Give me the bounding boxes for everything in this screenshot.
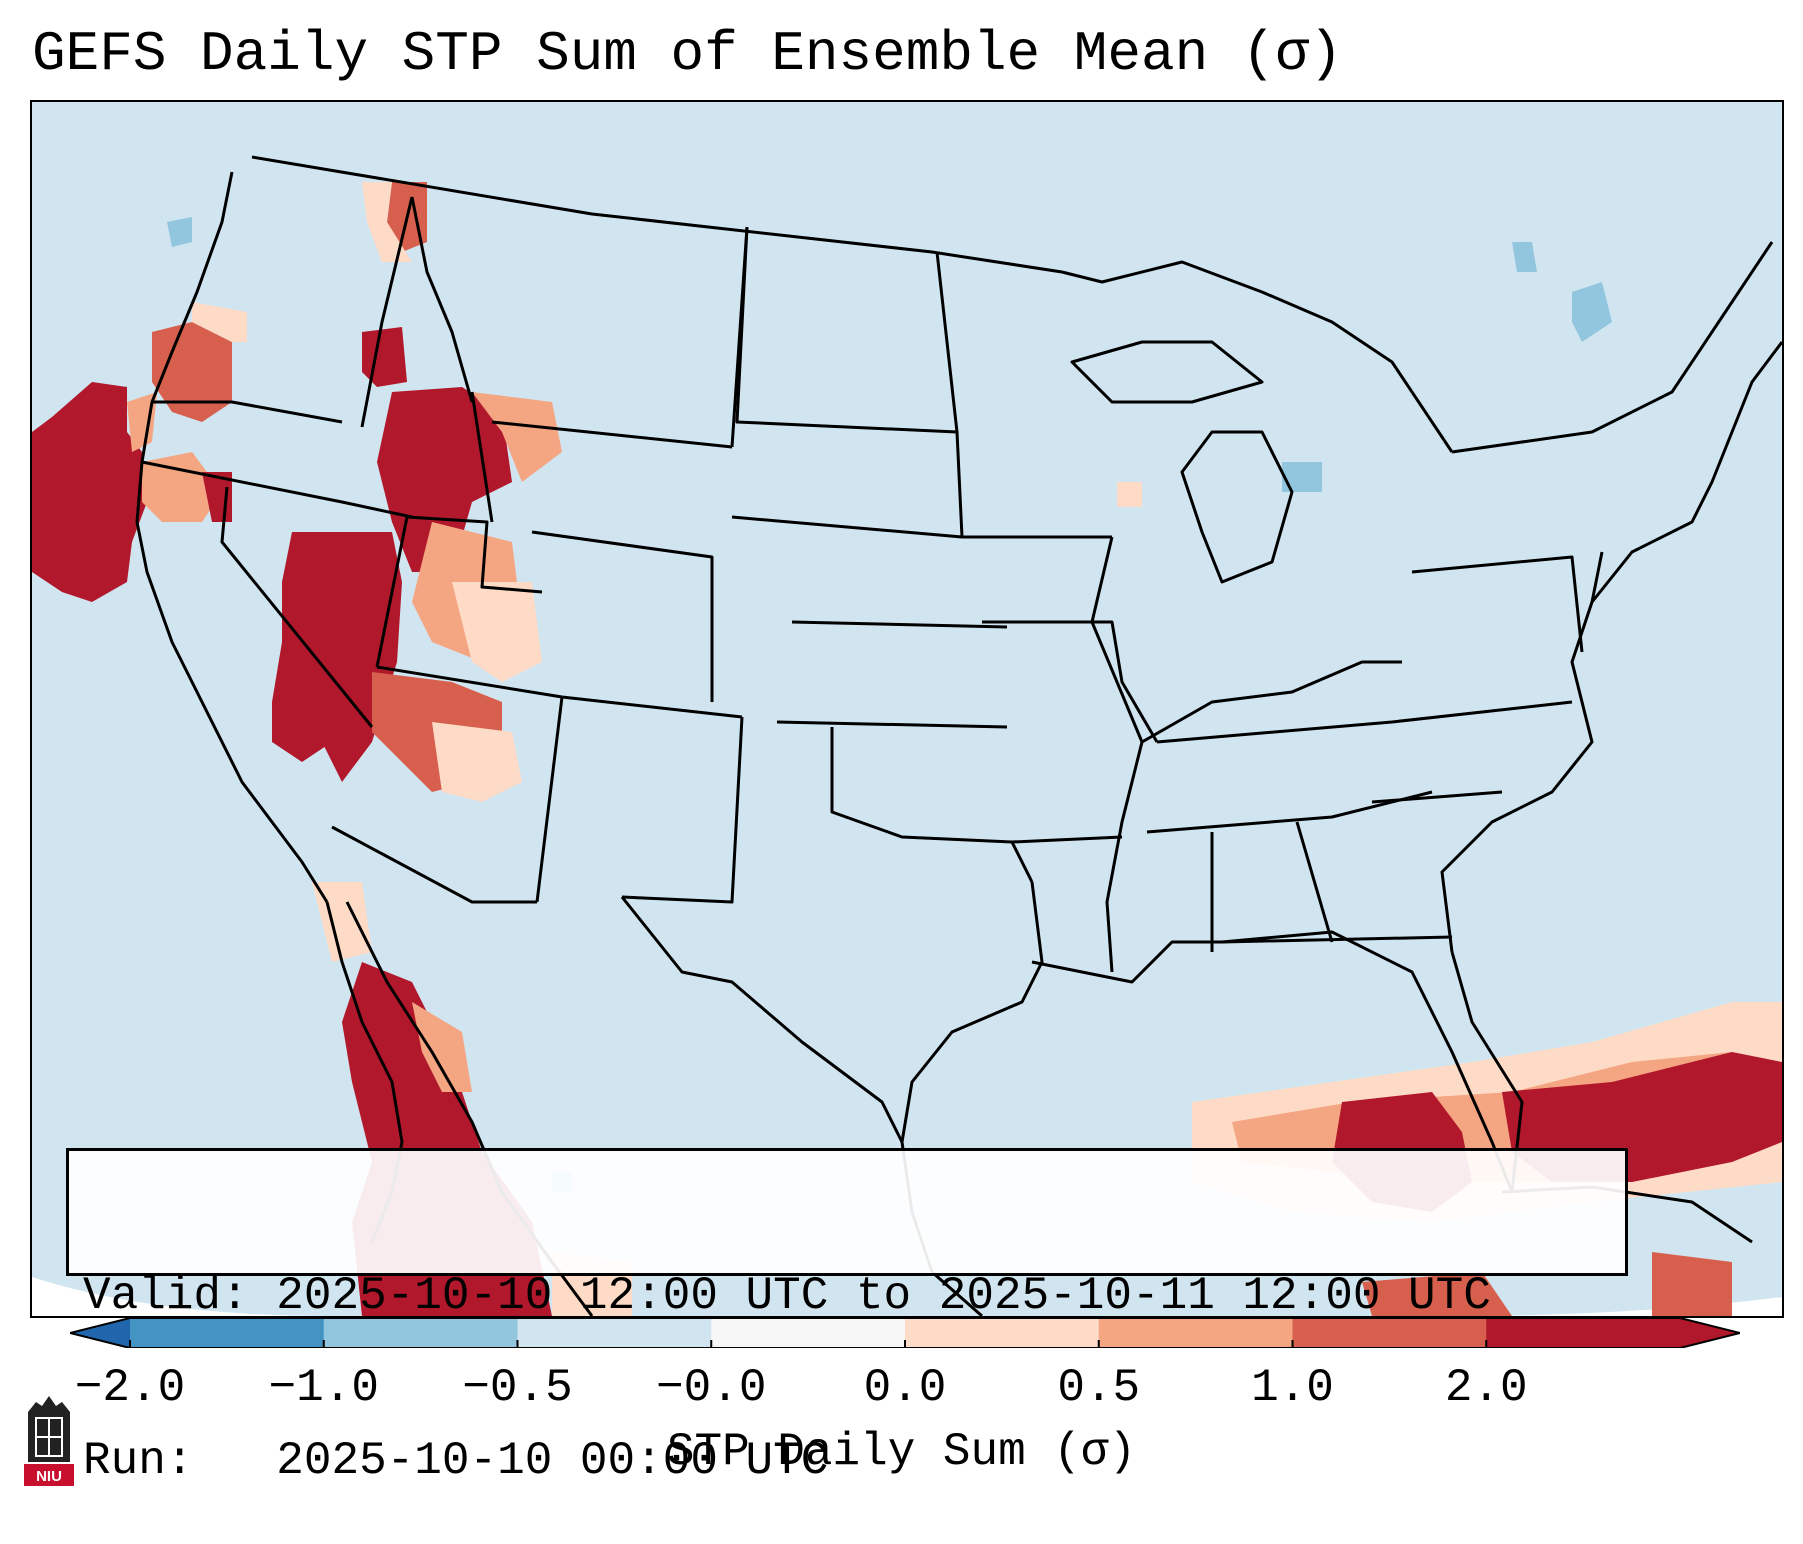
great-lakes-border — [1061, 260, 1454, 453]
ohio-river — [1141, 660, 1402, 744]
anomaly-quebec-2 — [1512, 242, 1537, 272]
colorbar-segment — [905, 1318, 1100, 1348]
anomaly-quebec — [1572, 282, 1612, 342]
run-value: 2025-10-10 00:00 UTC — [276, 1435, 829, 1487]
colorbar-segment — [1292, 1318, 1487, 1348]
run-row: Run: 2025-10-10 00:00 UTC — [83, 1434, 1611, 1489]
us-canada-border — [251, 155, 1063, 274]
new-england-coast — [1590, 341, 1782, 603]
al-ga-border — [1295, 821, 1334, 943]
colorbar-tick-label: −2.0 — [74, 1362, 186, 1414]
sd-ne-border — [731, 515, 963, 539]
anomaly-caribbean-south — [1652, 1252, 1732, 1316]
mississippi-river — [1090, 536, 1144, 973]
new-york-border — [1451, 241, 1774, 454]
ok-tx-border — [830, 727, 1034, 883]
map-panel — [30, 100, 1784, 1318]
chart-title: GEFS Daily STP Sum of Ensemble Mean (σ) — [32, 22, 1343, 86]
anomaly-arizona-halo — [432, 722, 522, 802]
minnesota-border — [935, 251, 1112, 539]
sc-nc-border — [1371, 790, 1503, 804]
nv-ut-border — [375, 516, 409, 668]
texas-coast — [900, 881, 1044, 1143]
colorbar-segment — [517, 1318, 712, 1348]
colorbar-tick-label: 0.0 — [863, 1362, 947, 1414]
id-mt-border — [410, 196, 474, 403]
colorbar-tick-label: 1.0 — [1251, 1362, 1334, 1414]
anomaly-wy-halo — [472, 392, 562, 482]
pennsylvania-border — [1411, 555, 1584, 653]
dakota-border — [735, 226, 958, 434]
colorbar-segment — [711, 1318, 906, 1348]
anomaly-cuba — [1362, 1272, 1512, 1316]
run-label: Run: — [83, 1435, 194, 1487]
logo-text: NIU — [36, 1468, 62, 1485]
ks-ok-border — [776, 720, 1008, 729]
ut-wy-co-border — [406, 515, 543, 594]
colorbar-tick-label: −1.0 — [268, 1362, 379, 1414]
anomaly-utah-light — [452, 582, 542, 682]
ga-fl-border — [1221, 935, 1453, 944]
logo-banner — [24, 1464, 74, 1486]
mt-wy-border — [491, 420, 733, 449]
anomaly-california-interior — [142, 452, 222, 522]
or-ca-nv-border — [141, 460, 413, 519]
niu-logo: NIU — [24, 1396, 74, 1486]
colorbar-segment — [1486, 1318, 1681, 1348]
id-wy-border — [470, 391, 494, 523]
stp-negative-anomalies — [167, 217, 1612, 1192]
anomaly-oregon — [152, 322, 232, 422]
tx-mexico-border — [620, 896, 904, 1143]
anomaly-montana-halo — [362, 182, 412, 262]
colorbar-label: STP Daily Sum (σ) — [666, 1426, 1137, 1478]
anomaly-new-england-dot — [1117, 482, 1142, 507]
florida-east-coast — [1450, 951, 1524, 1193]
valid-row: Valid: 2025-10-10 12:00 UTC to 2025-10-1… — [83, 1269, 1611, 1324]
colorbar-tick-label: 0.5 — [1057, 1362, 1141, 1414]
colorbar-tick-label: −0.0 — [656, 1362, 767, 1414]
az-mexico-border — [331, 825, 537, 904]
colorbar-over-arrow — [1680, 1318, 1740, 1348]
nm-tx-border — [621, 716, 744, 904]
valid-run-infobox: Valid: 2025-10-10 12:00 UTC to 2025-10-1… — [66, 1148, 1628, 1487]
anomaly-idaho — [362, 327, 407, 387]
anomaly-oregon-coast-halo — [127, 392, 157, 452]
colorbar — [70, 1318, 1740, 1348]
wa-or-border — [152, 400, 343, 424]
az-nm-border — [535, 696, 564, 903]
anomaly-pacific-coast — [32, 382, 147, 602]
la-coast — [1031, 940, 1222, 984]
iowa-missouri — [982, 620, 1159, 743]
anomaly-ontario — [1282, 462, 1322, 492]
valid-value: 2025-10-10 12:00 UTC to 2025-10-11 12:00… — [276, 1270, 1491, 1322]
west-coast — [135, 171, 329, 903]
valid-label: Valid: — [83, 1270, 249, 1322]
colorbar-segment — [323, 1318, 518, 1348]
ca-nv-border — [220, 486, 374, 728]
colorbar-segment — [1098, 1318, 1293, 1348]
wa-id-border — [360, 196, 414, 428]
anomaly-nevada-south — [272, 702, 332, 762]
colorbar-segment — [130, 1318, 325, 1348]
anomaly-west-mexico-halo — [412, 1002, 472, 1092]
state-boundaries — [135, 155, 1782, 1316]
ne-ks-border — [791, 620, 1008, 629]
michigan — [1180, 430, 1294, 584]
atlantic-coast — [1440, 551, 1604, 953]
conus-map — [32, 102, 1782, 1316]
colorbar-tick-label: −0.5 — [462, 1362, 573, 1414]
anomaly-oregon-halo — [192, 302, 247, 342]
colorbar-under-arrow — [70, 1318, 130, 1348]
ut-az-border — [376, 665, 563, 699]
co-nm-border — [561, 695, 743, 719]
colorbar-svg — [70, 1318, 1740, 1348]
colorbar-tick-label: 2.0 — [1444, 1362, 1528, 1414]
ar-la-border — [1011, 835, 1123, 844]
lake-superior — [1070, 340, 1264, 404]
tn-ky-border — [1156, 700, 1573, 744]
anomaly-nw-pacific — [167, 217, 192, 247]
wy-co-border — [531, 530, 714, 702]
